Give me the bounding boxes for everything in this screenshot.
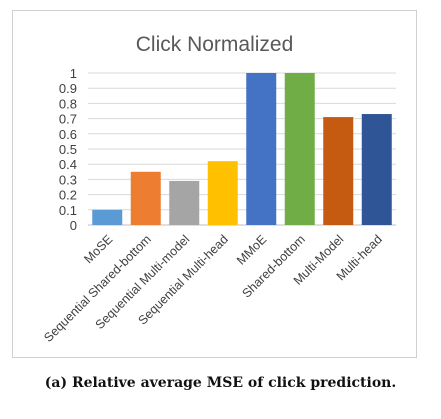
bar [361,114,392,225]
y-tick-label: 0.8 [59,96,77,111]
y-tick-label: 0.9 [59,81,77,96]
y-tick-label: 0 [70,218,77,233]
x-tick-label: MMoE [234,232,269,267]
y-tick-label: 0.5 [59,142,77,157]
y-tick-label: 0.4 [59,157,77,172]
y-tick-label: 0.3 [59,172,77,187]
bar-chart: 00.10.20.30.40.50.60.70.80.91MoSESequent… [41,66,396,345]
chart-title: Click Normalized [135,33,294,56]
x-tick-label: MoSE [81,232,115,266]
y-tick-label: 1 [70,66,77,81]
figure-caption: (a) Relative average MSE of click predic… [44,375,397,391]
bar [207,161,238,225]
bar [92,209,123,225]
y-tick-label: 0.6 [59,127,77,142]
bar [246,73,277,225]
bar [323,117,354,225]
y-tick-label: 0.1 [59,203,77,218]
bar [284,73,315,225]
y-tick-label: 0.7 [59,112,77,127]
bar [169,180,200,225]
y-tick-label: 0.2 [59,188,77,203]
bar [130,171,161,225]
